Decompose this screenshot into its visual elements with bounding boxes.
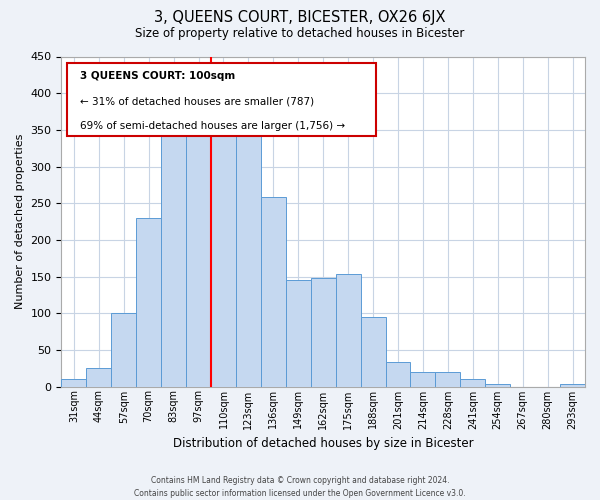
Bar	[61, 379, 86, 386]
Bar	[161, 119, 186, 386]
Bar	[485, 384, 510, 386]
Bar	[111, 313, 136, 386]
Bar	[286, 280, 311, 386]
Bar	[460, 379, 485, 386]
Bar	[410, 372, 436, 386]
Bar	[236, 126, 261, 386]
X-axis label: Distribution of detached houses by size in Bicester: Distribution of detached houses by size …	[173, 437, 473, 450]
Bar	[560, 384, 585, 386]
Text: ← 31% of detached houses are smaller (787): ← 31% of detached houses are smaller (78…	[80, 96, 314, 106]
Y-axis label: Number of detached properties: Number of detached properties	[15, 134, 25, 309]
Text: 69% of semi-detached houses are larger (1,756) →: 69% of semi-detached houses are larger (…	[80, 121, 345, 131]
Text: Contains HM Land Registry data © Crown copyright and database right 2024.
Contai: Contains HM Land Registry data © Crown c…	[134, 476, 466, 498]
Bar	[186, 114, 211, 386]
Text: 3, QUEENS COURT, BICESTER, OX26 6JX: 3, QUEENS COURT, BICESTER, OX26 6JX	[154, 10, 446, 25]
Bar	[436, 372, 460, 386]
Bar	[86, 368, 111, 386]
Bar	[335, 274, 361, 386]
Bar	[136, 218, 161, 386]
Text: Size of property relative to detached houses in Bicester: Size of property relative to detached ho…	[136, 28, 464, 40]
Text: 3 QUEENS COURT: 100sqm: 3 QUEENS COURT: 100sqm	[80, 72, 235, 82]
Bar	[361, 317, 386, 386]
Bar	[211, 113, 236, 386]
Bar	[261, 198, 286, 386]
Bar	[386, 362, 410, 386]
FancyBboxPatch shape	[67, 63, 376, 136]
Bar	[311, 278, 335, 386]
